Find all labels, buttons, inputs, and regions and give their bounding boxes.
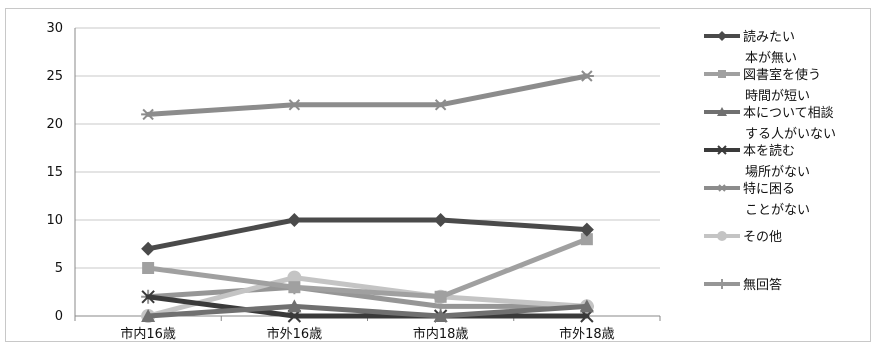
chart-frame — [5, 8, 871, 342]
x-tick-label: 市内16歳 — [120, 326, 176, 342]
data-point — [579, 222, 594, 237]
legend-swatch-marker — [717, 145, 727, 155]
y-tick-label: 30 — [46, 21, 63, 36]
data-point — [141, 241, 156, 256]
legend-item-4: 特に困ることがない — [704, 182, 810, 218]
legend-item-0: 読みたい本が無い — [704, 29, 797, 66]
data-point — [579, 299, 594, 313]
legend-item-1: 図書室を使う時間が短い — [704, 67, 821, 104]
y-tick-label: 10 — [46, 213, 63, 228]
data-point — [287, 270, 302, 285]
data-point — [433, 213, 448, 227]
series-1 — [142, 233, 593, 303]
legend-label: 無回答 — [743, 277, 782, 293]
grid-layer — [75, 27, 660, 317]
legend-label: 本について相談する人がいない — [743, 105, 836, 142]
data-point — [142, 262, 155, 274]
legend-swatch-marker — [717, 184, 727, 192]
data-point — [579, 70, 594, 82]
data-point — [141, 108, 156, 121]
series-4 — [141, 70, 594, 121]
y-tick-label: 5 — [55, 261, 63, 276]
data-point — [433, 99, 448, 111]
data-point — [287, 213, 302, 227]
data-point — [141, 290, 155, 304]
series-line — [145, 217, 590, 252]
y-tick-label: 25 — [46, 69, 63, 84]
x-tick-label: 市内18歳 — [413, 326, 469, 342]
legend-item-5: その他 — [704, 230, 782, 245]
y-tick-label: 0 — [55, 309, 63, 324]
y-tick-label: 15 — [46, 165, 63, 180]
series-line — [145, 303, 590, 319]
data-point — [287, 299, 302, 313]
legend-item-2: 本について相談する人がいない — [704, 105, 836, 142]
series-line — [145, 284, 590, 309]
data-point — [434, 290, 447, 303]
legend-label: その他 — [743, 230, 782, 245]
legend-label: 本を読む場所がない — [743, 143, 810, 180]
legend-swatch-marker — [717, 107, 727, 116]
legend-swatch-marker — [717, 31, 727, 41]
legend-swatch-marker — [717, 231, 727, 241]
series-line — [145, 236, 590, 300]
data-point — [433, 309, 448, 322]
legend-swatch-marker — [718, 70, 726, 78]
x-tick-label: 市外16歳 — [267, 326, 323, 342]
series-line — [145, 294, 590, 319]
data-point — [580, 233, 593, 246]
legend-label: 読みたい本が無い — [743, 29, 797, 66]
legend-label: 特に困ることがない — [743, 182, 810, 218]
series-2 — [141, 299, 594, 322]
x-tick-label: 市外18歳 — [559, 326, 615, 342]
legend-item-3: 本を読む場所がない — [704, 143, 810, 180]
legend-label: 図書室を使う時間が短い — [743, 67, 821, 104]
series-line — [145, 275, 590, 319]
y-tick-label: 20 — [46, 117, 63, 132]
data-point — [141, 309, 156, 322]
legend: 読みたい本が無い図書室を使う時間が短い本について相談する人がいない本を読む場所が… — [704, 29, 836, 293]
data-point — [287, 99, 302, 111]
legend-swatch-marker — [717, 279, 727, 289]
legend-item-6: 無回答 — [704, 277, 782, 293]
series-line — [145, 73, 590, 117]
series-0 — [141, 213, 594, 256]
data-point — [288, 281, 301, 294]
series-layer — [141, 70, 594, 323]
